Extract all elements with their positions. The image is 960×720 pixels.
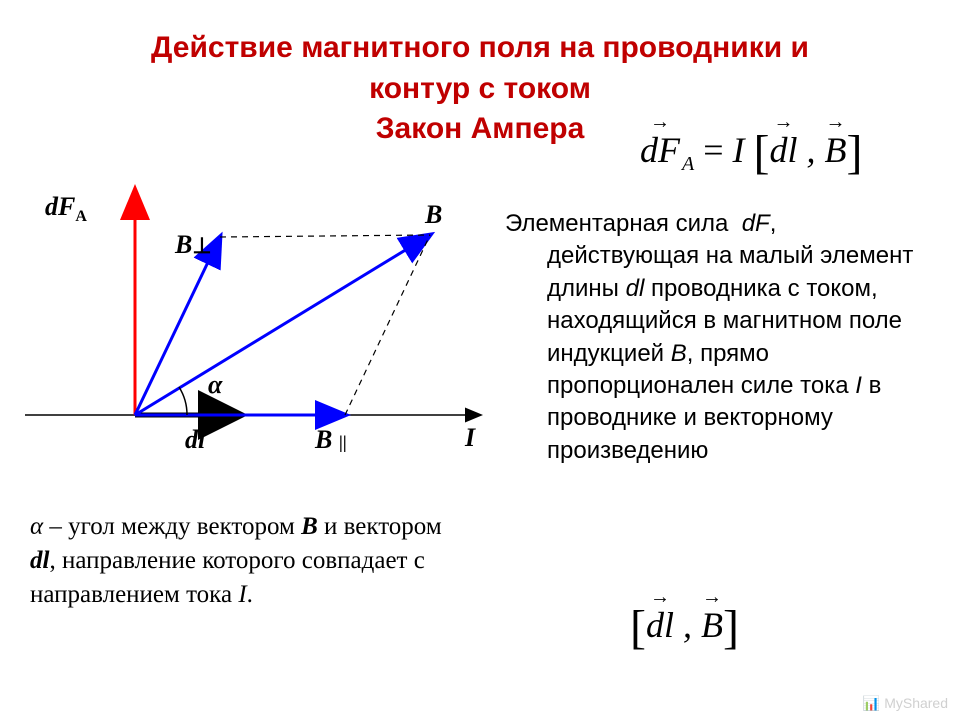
- label-dl: dl: [185, 425, 205, 455]
- title-line-2: контур с током: [369, 72, 591, 105]
- equation-ampere: dFA = I [dl , B]: [640, 125, 863, 180]
- dash-top: [220, 235, 430, 237]
- label-b: B: [425, 200, 442, 230]
- body-text-right: Элементарная сила dF, действующая на мал…: [505, 208, 935, 467]
- equation-cross-product: [dl , B]: [630, 600, 739, 655]
- title-line-3: Закон Ампера: [376, 112, 585, 145]
- caption-alpha: α – угол между вектором B и вектором dl,…: [30, 510, 475, 611]
- label-alpha: α: [208, 370, 222, 400]
- watermark: 📊 MyShared: [863, 695, 948, 712]
- label-b-par: B ||: [315, 425, 347, 455]
- title-line-1: Действие магнитного поля на проводники и: [151, 31, 809, 64]
- body-line-1: Элементарная сила dF,: [505, 210, 776, 237]
- angle-arc: [179, 387, 187, 415]
- label-dfa: dFA: [45, 192, 87, 226]
- label-b-perp: B⊥: [175, 230, 212, 260]
- vector-diagram: dFA B B⊥ B || dl α I: [20, 180, 490, 470]
- body-line-2: действующая на малый элемент длины dl пр…: [547, 242, 913, 463]
- label-i: I: [465, 423, 475, 453]
